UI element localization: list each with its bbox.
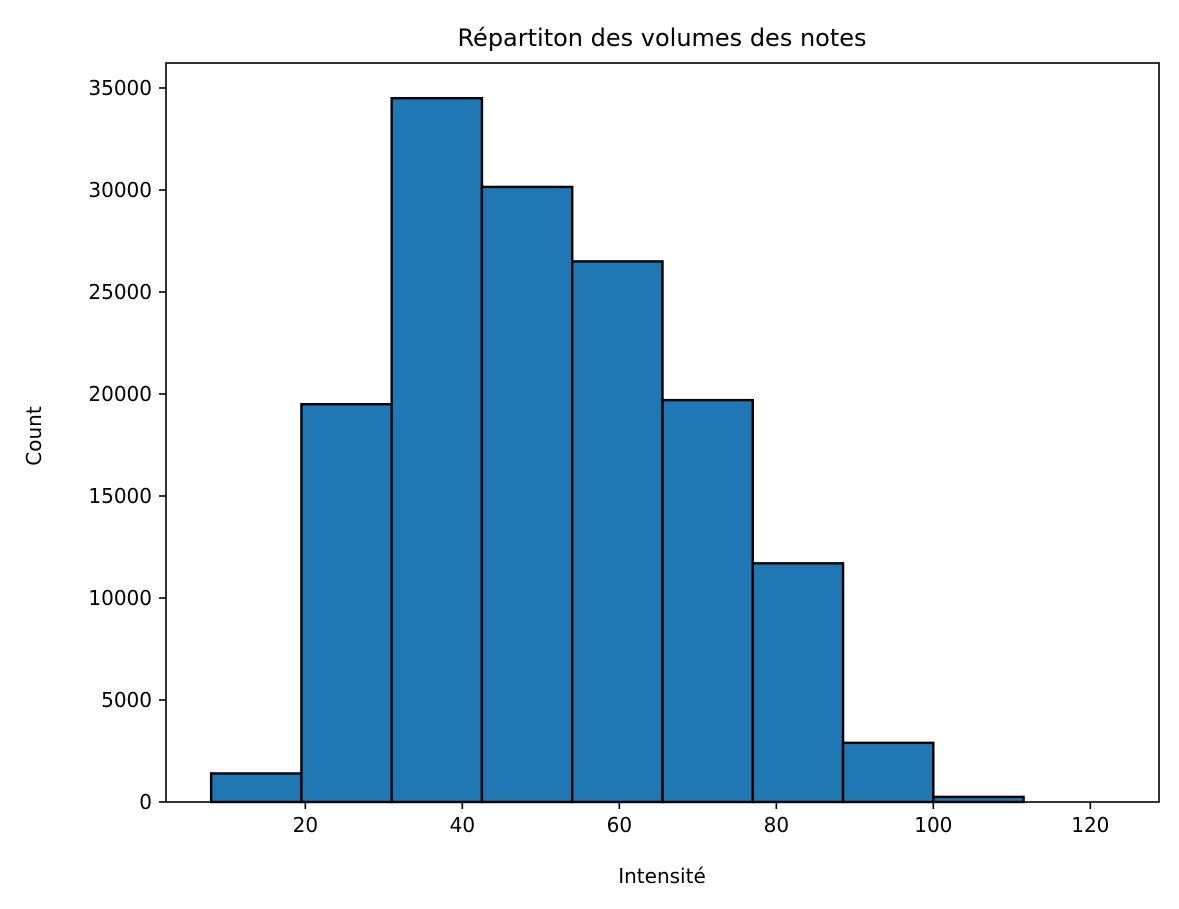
y-tick-label: 5000: [101, 688, 152, 712]
x-axis-label: Intensité: [618, 864, 706, 888]
plot-frame: [165, 62, 1160, 803]
histogram-bar-5: [661, 398, 754, 804]
histogram-bar-4: [571, 260, 664, 804]
histogram-bar-6: [751, 562, 845, 804]
x-tick-label: 120: [1071, 813, 1109, 837]
histogram-bar-0: [209, 772, 303, 804]
y-tick-label: 15000: [88, 484, 152, 508]
histogram-bar-1: [300, 402, 393, 804]
y-tick-label: 35000: [88, 76, 152, 100]
histogram-bar-2: [390, 96, 484, 804]
y-tick-label: 10000: [88, 586, 152, 610]
histogram-bar-7: [841, 741, 935, 804]
chart-title: Répartiton des volumes des notes: [457, 24, 866, 52]
y-tick-label: 0: [139, 790, 152, 814]
x-tick-label: 20: [293, 813, 318, 837]
y-axis-ticks: 0 5000 10000 15000 20000 25000 30000 35000: [88, 76, 166, 814]
y-axis-label: Count: [22, 406, 46, 466]
x-tick-label: 60: [607, 813, 632, 837]
bars-group: [209, 96, 1025, 804]
y-tick-label: 25000: [88, 280, 152, 304]
histogram-bar-3: [480, 185, 574, 804]
x-tick-label: 100: [914, 813, 952, 837]
x-tick-label: 40: [450, 813, 475, 837]
x-axis-ticks: 20 40 60 80 100 120: [293, 802, 1109, 837]
y-tick-label: 20000: [88, 382, 152, 406]
x-tick-label: 80: [764, 813, 789, 837]
y-tick-label: 30000: [88, 178, 152, 202]
